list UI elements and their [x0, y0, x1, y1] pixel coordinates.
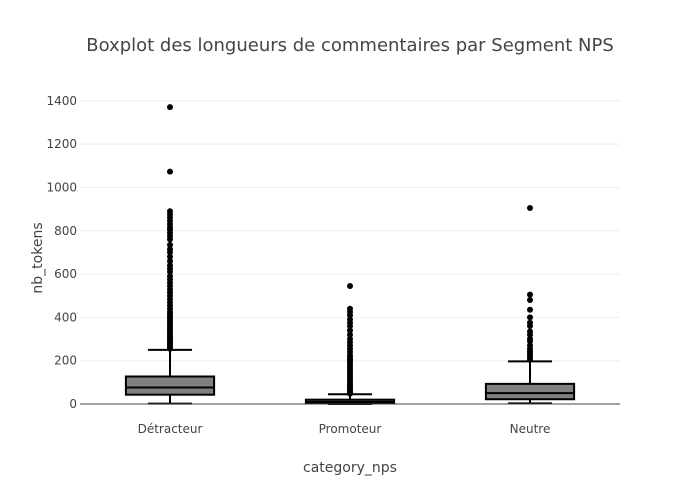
outlier-point [527, 328, 533, 335]
outlier-point [167, 273, 173, 280]
y-tick-label: 1200 [46, 137, 77, 151]
outlier-point [347, 305, 353, 312]
outlier-point [347, 316, 353, 323]
outlier-point [167, 246, 173, 253]
outlier-point [167, 262, 173, 269]
outlier-point [527, 306, 533, 313]
outlier-point [167, 104, 173, 111]
box-dtracteur [124, 104, 216, 405]
outlier-point [167, 168, 173, 175]
outlier-point [347, 282, 353, 289]
outlier-point [527, 336, 533, 343]
outlier-point [527, 297, 533, 304]
outlier-point [527, 314, 533, 321]
y-tick-label: 200 [54, 354, 77, 368]
outlier-point [347, 336, 353, 343]
y-tick-label: 0 [69, 397, 77, 411]
outlier-point [347, 331, 353, 338]
outlier-point [347, 327, 353, 334]
outlier-point [167, 241, 173, 248]
box-iqr [484, 382, 576, 401]
box-series [124, 104, 576, 405]
x-tick-label: Promoteur [319, 422, 382, 436]
x-tick-label: Détracteur [138, 422, 203, 436]
y-tick-label: 400 [54, 310, 77, 324]
outlier-point [527, 342, 533, 349]
box-iqr [124, 375, 216, 396]
y-axis-title: nb_tokens [30, 222, 46, 293]
chart-title: Boxplot des longueurs de commentaires pa… [86, 35, 614, 56]
box-neutre [484, 205, 576, 405]
x-tick-label: Neutre [510, 422, 551, 436]
outlier-point [167, 258, 173, 265]
y-tick-label: 1000 [46, 180, 77, 194]
outlier-point [527, 291, 533, 298]
x-axis-title: category_nps [303, 460, 397, 476]
outlier-point [527, 205, 533, 212]
y-tick-label: 600 [54, 267, 77, 281]
box-promoteur [304, 282, 396, 405]
outlier-point [167, 208, 173, 215]
x-axis-ticks: Détracteur Promoteur Neutre [138, 422, 551, 436]
y-tick-label: 1400 [46, 94, 77, 108]
outlier-point [527, 319, 533, 326]
y-tick-label: 800 [54, 224, 77, 238]
y-axis-ticks: 0 200 400 600 800 1000 1200 1400 [46, 94, 77, 411]
outlier-point [167, 253, 173, 260]
